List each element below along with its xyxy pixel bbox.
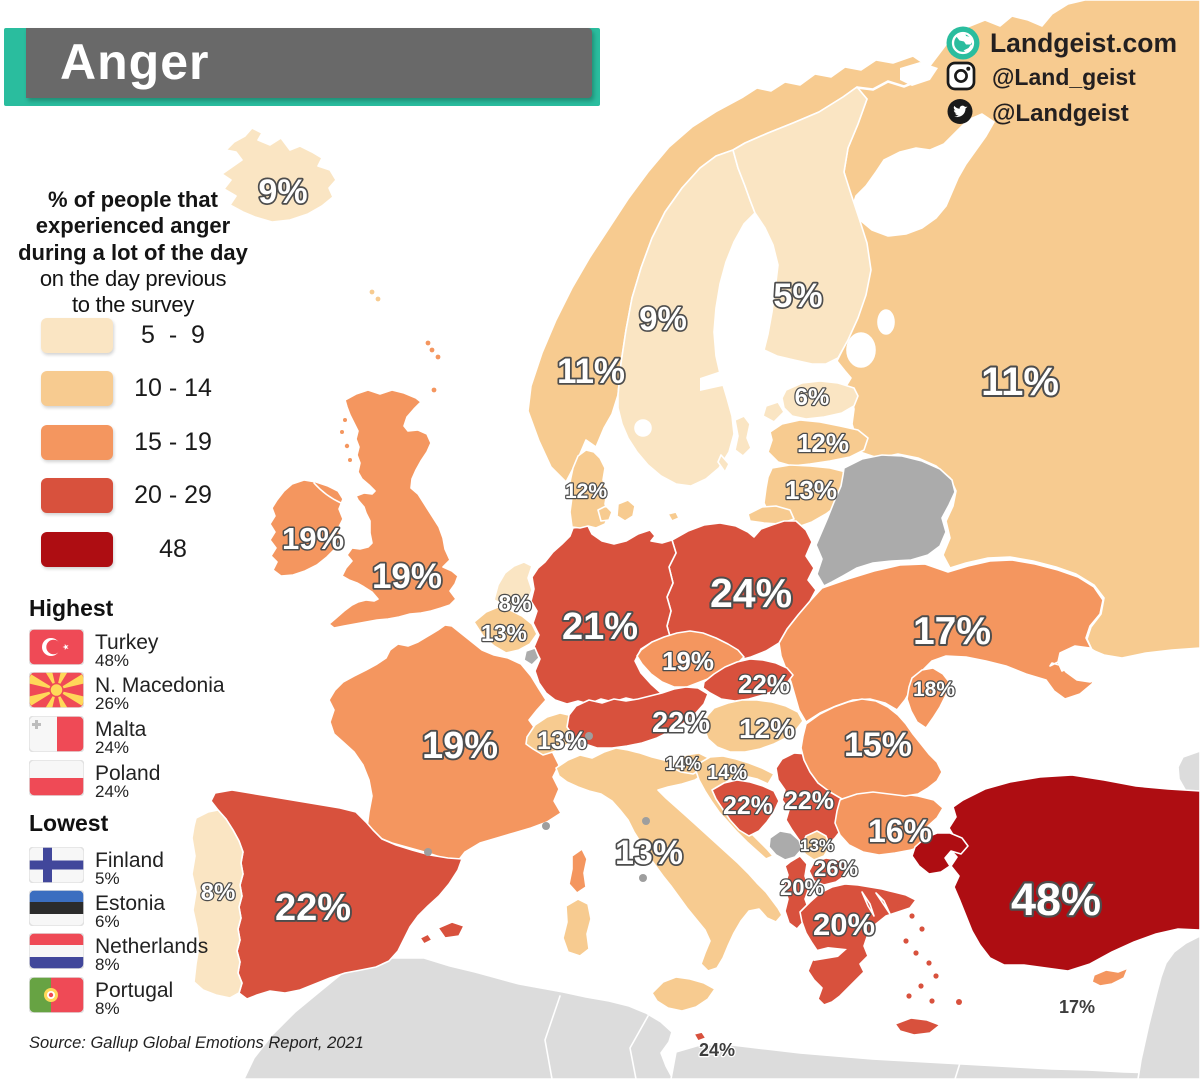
svg-text:Landgeist.com: Landgeist.com <box>990 28 1177 58</box>
svg-text:24%: 24% <box>699 1040 735 1060</box>
svg-text:22%: 22% <box>738 669 790 699</box>
svg-text:8%: 8% <box>498 590 531 616</box>
svg-text:24%: 24% <box>710 570 792 616</box>
svg-text:12%: 12% <box>797 428 849 458</box>
svg-text:8%: 8% <box>201 879 236 906</box>
svg-text:12%: 12% <box>565 480 607 503</box>
svg-text:17%: 17% <box>913 610 991 653</box>
svg-text:17%: 17% <box>1059 997 1095 1017</box>
svg-text:20%: 20% <box>780 875 824 900</box>
svg-text:22%: 22% <box>275 887 351 929</box>
svg-text:26%: 26% <box>814 856 858 881</box>
svg-text:22%: 22% <box>723 792 773 820</box>
svg-text:22%: 22% <box>784 787 834 815</box>
svg-text:14%: 14% <box>707 762 747 784</box>
svg-text:14%: 14% <box>665 754 701 774</box>
svg-text:11%: 11% <box>557 352 625 391</box>
svg-text:13%: 13% <box>537 727 587 755</box>
svg-text:13%: 13% <box>785 475 837 505</box>
svg-text:9%: 9% <box>639 300 687 337</box>
svg-text:20%: 20% <box>813 907 875 942</box>
svg-text:19%: 19% <box>282 521 344 556</box>
svg-text:13%: 13% <box>615 834 683 872</box>
svg-text:@Landgeist: @Landgeist <box>992 100 1129 127</box>
svg-text:@Land_geist: @Land_geist <box>992 64 1136 90</box>
svg-text:19%: 19% <box>662 646 714 676</box>
svg-text:18%: 18% <box>913 678 955 701</box>
svg-text:21%: 21% <box>562 606 638 648</box>
svg-text:6%: 6% <box>795 384 830 411</box>
svg-text:9%: 9% <box>258 173 307 211</box>
svg-text:13%: 13% <box>800 836 834 855</box>
svg-text:5%: 5% <box>773 277 822 315</box>
svg-text:19%: 19% <box>422 725 498 767</box>
svg-text:22%: 22% <box>652 707 710 739</box>
svg-text:16%: 16% <box>868 813 932 849</box>
svg-text:12%: 12% <box>739 713 795 744</box>
svg-text:13%: 13% <box>481 620 527 646</box>
svg-text:48%: 48% <box>1011 874 1101 925</box>
svg-text:19%: 19% <box>372 557 442 596</box>
svg-text:11%: 11% <box>981 360 1059 404</box>
svg-text:15%: 15% <box>844 726 912 764</box>
